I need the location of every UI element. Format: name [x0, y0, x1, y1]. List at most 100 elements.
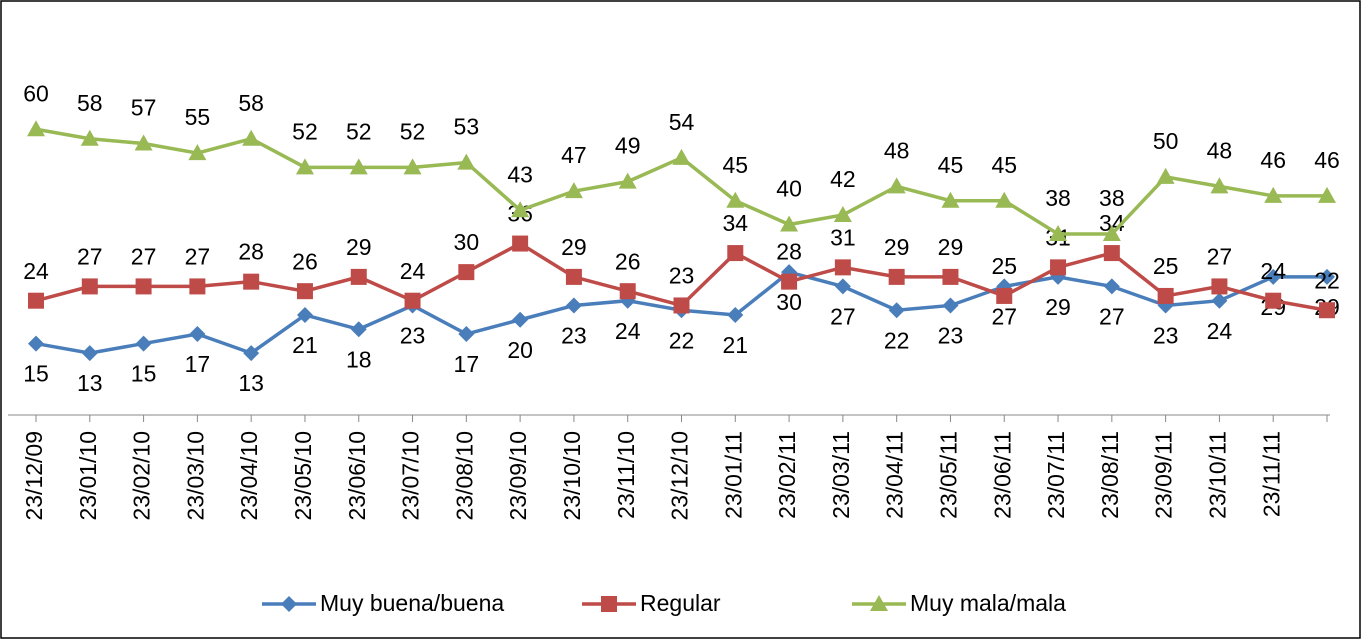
x-tick-label: 23/10/11 — [1204, 431, 1230, 519]
data-label: 29 — [1045, 294, 1071, 320]
data-label: 43 — [507, 161, 533, 187]
data-label: 27 — [830, 303, 856, 329]
x-tick-label: 23/01/11 — [720, 431, 746, 519]
marker — [565, 297, 582, 314]
marker — [457, 153, 476, 170]
x-tick-label: 23/09/10 — [505, 431, 531, 521]
marker — [564, 182, 583, 199]
series: 2427272728262924303629262334283129292531… — [23, 201, 1340, 319]
data-label: 30 — [776, 289, 802, 315]
marker — [243, 273, 260, 290]
x-tick-label: 23/07/10 — [398, 431, 424, 521]
data-label: 27 — [1207, 243, 1233, 269]
x-tick-label: 23/04/10 — [236, 431, 262, 521]
legend-marker — [601, 596, 617, 612]
marker — [28, 335, 44, 352]
marker — [673, 297, 690, 314]
data-label: 27 — [77, 243, 103, 269]
data-label: 27 — [1099, 303, 1125, 329]
data-label: 29 — [346, 234, 372, 260]
data-label: 45 — [991, 152, 1017, 178]
data-label: 20 — [507, 337, 533, 363]
legend-label: Muy mala/mala — [910, 590, 1066, 616]
marker — [726, 191, 745, 208]
x-tick-label: 23/01/10 — [75, 431, 101, 521]
marker — [349, 158, 368, 175]
data-label: 47 — [561, 142, 587, 168]
marker — [512, 311, 529, 328]
marker — [27, 120, 45, 137]
x-tick-label: 23/03/11 — [828, 431, 854, 519]
x-tick-label: 23/07/11 — [1043, 431, 1069, 519]
marker — [1050, 259, 1067, 276]
data-label: 48 — [1207, 137, 1233, 163]
x-tick-label: 23/03/10 — [182, 431, 208, 521]
marker — [1210, 177, 1229, 194]
marker — [996, 287, 1013, 304]
marker — [350, 268, 367, 285]
data-label: 23 — [1153, 323, 1179, 349]
x-tick-label: 23/06/10 — [344, 431, 370, 521]
marker — [1319, 268, 1335, 285]
marker — [1102, 225, 1121, 242]
data-label: 49 — [615, 133, 641, 159]
data-label: 24 — [1207, 318, 1233, 344]
marker — [1156, 167, 1175, 184]
data-label: 48 — [884, 137, 910, 163]
x-tick-label: 23/11/10 — [613, 431, 639, 519]
data-label: 24 — [400, 258, 426, 284]
x-tick-label: 23/12/09 — [21, 431, 47, 521]
marker — [619, 283, 636, 300]
data-label: 27 — [131, 243, 157, 269]
data-label: 46 — [1260, 147, 1286, 173]
marker — [1265, 268, 1282, 285]
marker — [888, 302, 905, 319]
data-label: 58 — [77, 90, 103, 116]
data-label: 58 — [238, 90, 264, 116]
data-label: 28 — [238, 239, 264, 265]
marker — [81, 278, 98, 295]
legend-marker — [281, 596, 297, 612]
marker — [1103, 278, 1120, 295]
data-label: 55 — [185, 104, 211, 130]
marker — [458, 326, 475, 343]
marker — [672, 148, 691, 165]
data-label: 17 — [185, 351, 211, 377]
data-label: 52 — [346, 118, 372, 144]
x-tick-label: 23/06/11 — [989, 431, 1015, 519]
marker — [404, 292, 421, 309]
data-label: 13 — [77, 370, 103, 396]
marker — [511, 201, 530, 218]
data-label: 42 — [830, 166, 856, 192]
data-label: 50 — [1153, 128, 1179, 154]
marker — [1157, 287, 1174, 304]
marker — [995, 191, 1014, 208]
data-label: 24 — [1260, 258, 1286, 284]
marker — [1211, 292, 1228, 309]
data-label: 21 — [722, 332, 748, 358]
marker — [565, 268, 582, 285]
legend-label: Regular — [640, 590, 721, 616]
series: 60 58 57 55 58 52 52 52 53 43 47 49 54 45 40 42 48 45 45 38… — [23, 80, 1340, 242]
x-tick-label: 23/10/10 — [559, 431, 585, 521]
data-label: 38 — [1045, 185, 1071, 211]
data-label: 34 — [722, 210, 748, 236]
marker — [81, 345, 98, 362]
data-label: 28 — [776, 239, 802, 265]
marker — [887, 177, 906, 194]
marker — [834, 259, 851, 276]
x-tick-label: 23/11/11 — [1258, 431, 1284, 517]
x-tick-label: 23/12/10 — [667, 431, 693, 521]
data-label: 53 — [454, 114, 480, 140]
marker — [1318, 186, 1336, 203]
data-label: 52 — [292, 118, 318, 144]
marker — [135, 335, 152, 352]
marker — [135, 278, 152, 295]
legend-marker — [870, 595, 888, 611]
marker — [296, 306, 313, 323]
marker — [1319, 302, 1335, 319]
marker — [80, 129, 99, 146]
marker — [1103, 245, 1120, 262]
marker — [1264, 186, 1283, 203]
